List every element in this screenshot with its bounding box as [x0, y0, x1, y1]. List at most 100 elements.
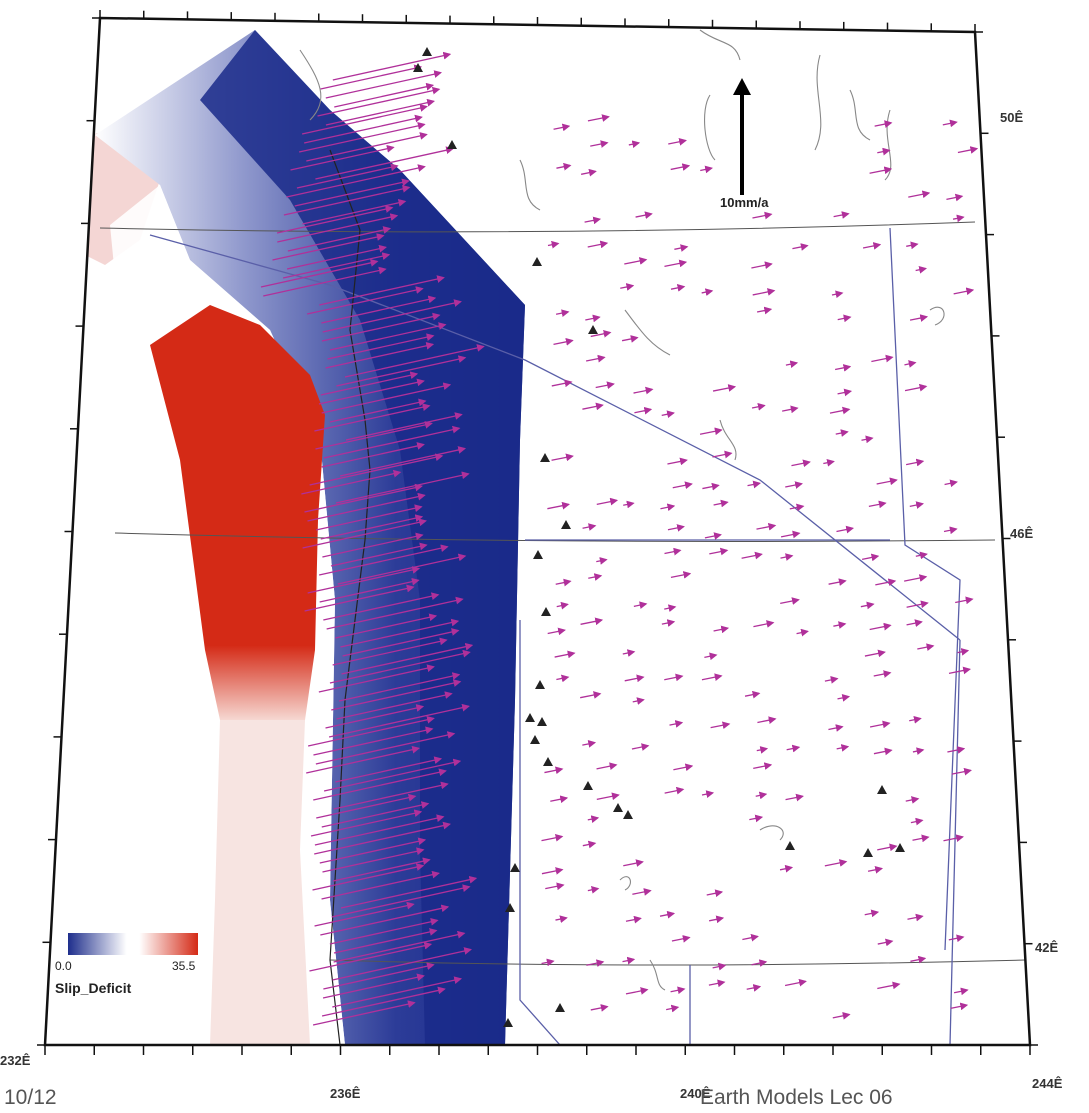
velocity-vector [587, 886, 600, 894]
volcano-icon [530, 735, 540, 744]
velocity-vector [584, 216, 602, 225]
velocity-vector [331, 679, 462, 711]
velocity-vector [625, 915, 642, 924]
velocity-vector [633, 386, 654, 395]
velocity-vector [953, 287, 975, 296]
velocity-vector [674, 244, 689, 252]
velocity-vector [277, 213, 399, 243]
velocity-vector [908, 190, 931, 199]
velocity-vector [906, 241, 919, 250]
velocity-vector [623, 859, 644, 867]
velocity-vector [785, 793, 804, 802]
velocity-vector [590, 1004, 609, 1012]
volcano-icon [613, 803, 623, 812]
velocity-vector [302, 518, 427, 549]
velocity-vector [909, 501, 925, 509]
velocity-vector [664, 604, 677, 613]
velocity-vector [541, 958, 555, 967]
velocity-vector [547, 240, 560, 249]
velocity-vector [553, 338, 574, 346]
velocity-vector [312, 1000, 416, 1026]
frame-ticks [37, 10, 1038, 1055]
velocity-vector [780, 530, 801, 539]
velocity-vector [332, 51, 452, 81]
velocity-vector [909, 715, 922, 724]
velocity-vector [551, 453, 574, 462]
velocity-vector [666, 1004, 680, 1013]
velocity-vector [868, 500, 887, 509]
velocity-vector [749, 814, 764, 823]
velocity-vector [753, 762, 773, 770]
velocity-vector [948, 934, 965, 943]
velocity-vector [634, 406, 653, 415]
velocity-vector [555, 578, 572, 587]
volcano-icon [567, 1045, 577, 1054]
velocity-vector [876, 477, 898, 486]
velocity-vector [673, 763, 694, 772]
velocity-vector [864, 909, 880, 918]
velocity-vector [752, 288, 776, 296]
velocity-vector [779, 864, 794, 873]
velocity-vector [580, 691, 602, 699]
velocity-vector [345, 412, 463, 441]
legend-min: 0.0 [55, 959, 72, 973]
velocity-vector [915, 265, 928, 274]
velocity-vector [953, 987, 969, 996]
velocity-vector [836, 525, 855, 534]
velocity-vector [670, 284, 686, 292]
velocity-vector [315, 421, 433, 450]
volcano-icon [877, 785, 887, 794]
volcano-icon [503, 1018, 513, 1027]
velocity-vector [753, 620, 775, 628]
velocity-vector [752, 211, 773, 220]
velocity-vector [335, 471, 470, 504]
velocity-vector [322, 973, 425, 999]
velocity-vector [325, 342, 435, 369]
velocity-vector [751, 959, 768, 967]
velocity-vector [318, 664, 435, 693]
velocity-vector [334, 82, 435, 108]
velocity-vector [304, 483, 423, 513]
velocity-vector [286, 244, 387, 270]
lon-label-236: 236Ê [330, 1086, 361, 1101]
scale-label: 10mm/a [720, 195, 769, 210]
velocity-vector [309, 453, 444, 486]
velocity-vector [704, 532, 722, 540]
velocity-vector [322, 299, 462, 333]
velocity-vector [622, 956, 636, 965]
velocity-vector [869, 166, 893, 175]
velocity-vector [869, 720, 891, 729]
velocity-vector [823, 458, 835, 467]
velocity-vector [329, 398, 427, 423]
legend-max: 35.5 [172, 959, 196, 973]
velocity-vector [314, 901, 415, 927]
velocity-vector [290, 144, 395, 171]
velocity-vector [712, 450, 733, 459]
velocity-vector [323, 962, 435, 990]
velocity-vector [837, 314, 852, 323]
velocity-vector [709, 547, 729, 556]
velocity-vector [952, 214, 965, 223]
state-borders [149, 227, 961, 1045]
velocity-vector [915, 551, 928, 560]
velocity-vector [874, 120, 893, 128]
volcano-icon [895, 843, 905, 852]
volcano-icon [588, 325, 598, 334]
velocity-vector [321, 382, 452, 414]
volcano-icon [533, 550, 543, 559]
velocity-vector [706, 889, 724, 898]
scale-arrow [733, 78, 751, 195]
velocity-vector [860, 601, 875, 610]
velocity-vector [332, 637, 448, 666]
velocity-vector [832, 1012, 851, 1020]
velocity-vector [904, 574, 928, 582]
velocity-vector [833, 211, 850, 219]
velocity-vector [628, 140, 641, 149]
velocity-vectors [260, 51, 979, 1026]
velocity-vector [329, 322, 447, 351]
velocity-vector [325, 704, 425, 729]
velocity-vector [263, 266, 387, 297]
velocity-vector [869, 622, 892, 631]
velocity-vector [309, 941, 433, 972]
